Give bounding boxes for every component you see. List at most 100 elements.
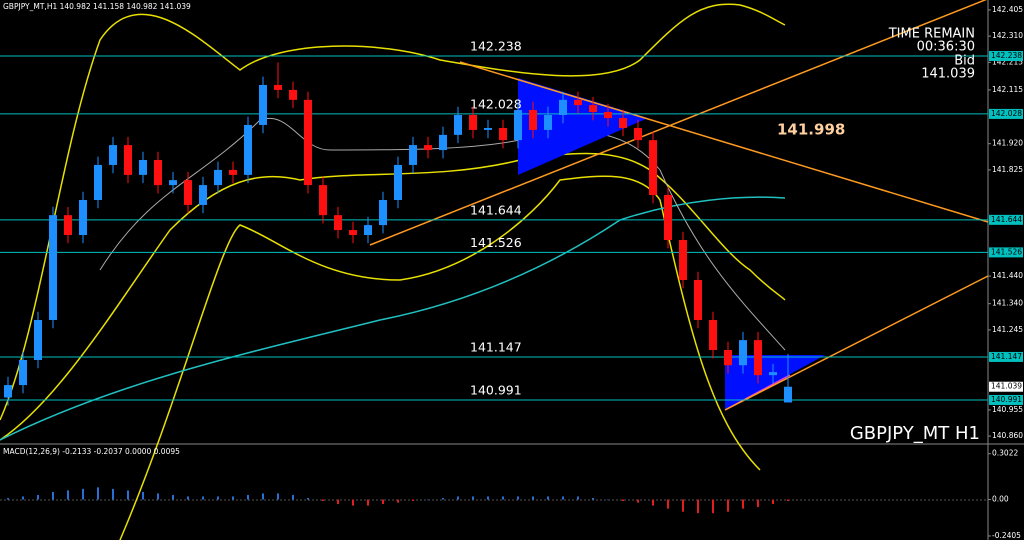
macd-bar [97,487,99,500]
time-remain: 00:36:30 [917,40,975,55]
level-label: 142.028 [470,96,522,111]
candle-body [769,372,777,376]
candle-body [754,340,762,376]
y-tick-label: 142.115 [992,85,1023,94]
candle-body [514,110,522,141]
macd-bar [652,499,654,506]
macd-bar [667,499,669,509]
macd-bar [52,491,54,500]
level-tag [989,108,1023,119]
macd-bar [37,494,39,500]
candle-body [709,319,717,351]
macd-tick-label: 0.3022 [992,449,1018,458]
candle-body [334,215,342,231]
macd-bar [427,499,429,501]
candle-body [139,159,147,175]
level-label: 142.238 [470,38,522,53]
levels: 142.238 142.028 141.644 141.526 141.147 140.9… [0,38,988,401]
level-tag-label: 141.147 [991,352,1022,361]
candle-body [559,99,567,116]
level-tag [989,214,1023,225]
level-tag [989,394,1023,405]
level-label: 141.147 [470,339,522,354]
candle-body [619,118,627,128]
bid-tag-label: 141.039 [991,382,1022,391]
triangle-pattern [518,78,648,175]
candle-body [19,359,27,386]
candle-body [34,319,42,360]
price-axis: 142.405 142.310 142.215 142.115 141.920 141.8… [988,5,1023,440]
y-tick-label: 141.825 [992,165,1023,174]
macd-bar [727,499,729,512]
macd-bar [592,498,594,500]
candle-body [424,145,432,151]
macd-bar [742,499,744,509]
y-tick-label: 142.310 [992,31,1023,40]
candle-body [214,169,222,186]
candle-body [259,84,267,125]
candle-body [544,115,552,130]
macd-bar [262,493,264,500]
y-tick-label: 140.955 [992,405,1023,414]
candle-body [454,115,462,135]
candle-body [379,199,387,226]
macd-header: MACD(12,26,9) -0.2133 -0.2037 0.0000 0.0… [3,447,180,456]
macd-bar [562,496,564,500]
candle-body [664,195,672,240]
candle-body [304,99,312,186]
macd-bar [487,496,489,500]
y-tick-label: 141.440 [992,271,1023,280]
macd-bar [232,496,234,500]
candle-body [64,215,72,236]
y-tick-label: 141.920 [992,139,1023,148]
y-tick-label: 142.215 [992,57,1023,66]
candles [4,62,792,406]
candle-body [589,105,597,112]
macd-bar [457,496,459,500]
y-tick-label: 141.245 [992,325,1023,334]
level-tag [989,247,1023,258]
y-tick-label: 140.860 [992,431,1023,440]
macd-bar [622,499,624,502]
macd-bar [322,499,324,502]
macd-bar [772,499,774,505]
macd-bar [127,490,129,500]
macd-bar [412,499,414,502]
macd-bar [682,499,684,512]
y-tick-label: 141.340 [992,299,1023,308]
macd-bar [292,494,294,500]
candle-body [469,115,477,130]
level-label: 141.526 [470,235,522,250]
bollinger-upper [0,3,786,421]
macd-bar [157,493,159,500]
bollinger-mid [0,152,786,441]
moving-average [0,196,786,441]
macd-bar [187,496,189,500]
level-tag-label: 141.644 [991,215,1022,224]
macd-bar [67,490,69,500]
candle-body [604,111,612,119]
macd-bar [637,499,639,503]
level-label: 140.991 [470,382,522,397]
candle-body [274,84,282,90]
macd-bar [547,496,549,500]
candle-body [574,99,582,106]
time-remain-label: TIME REMAIN [888,27,975,42]
macd-bar [697,499,699,514]
trend-line [369,0,987,246]
macd-bar [517,496,519,500]
candle-body [169,180,177,186]
candle-body [409,145,417,165]
candle-body [649,140,657,196]
candle-body [784,386,792,403]
candle-body [199,185,207,205]
macd-panel: 0.3022 0.00 -0.2405 [7,449,1021,540]
candle-body [289,89,297,100]
macd-bar [277,493,279,500]
level-tag [989,50,1023,61]
candle-body [4,385,12,398]
macd-bar [307,498,309,500]
header: GBPJPY_MT,H1 140.982 141.158 140.982 141… [3,2,191,11]
bollinger-lower [119,175,761,540]
